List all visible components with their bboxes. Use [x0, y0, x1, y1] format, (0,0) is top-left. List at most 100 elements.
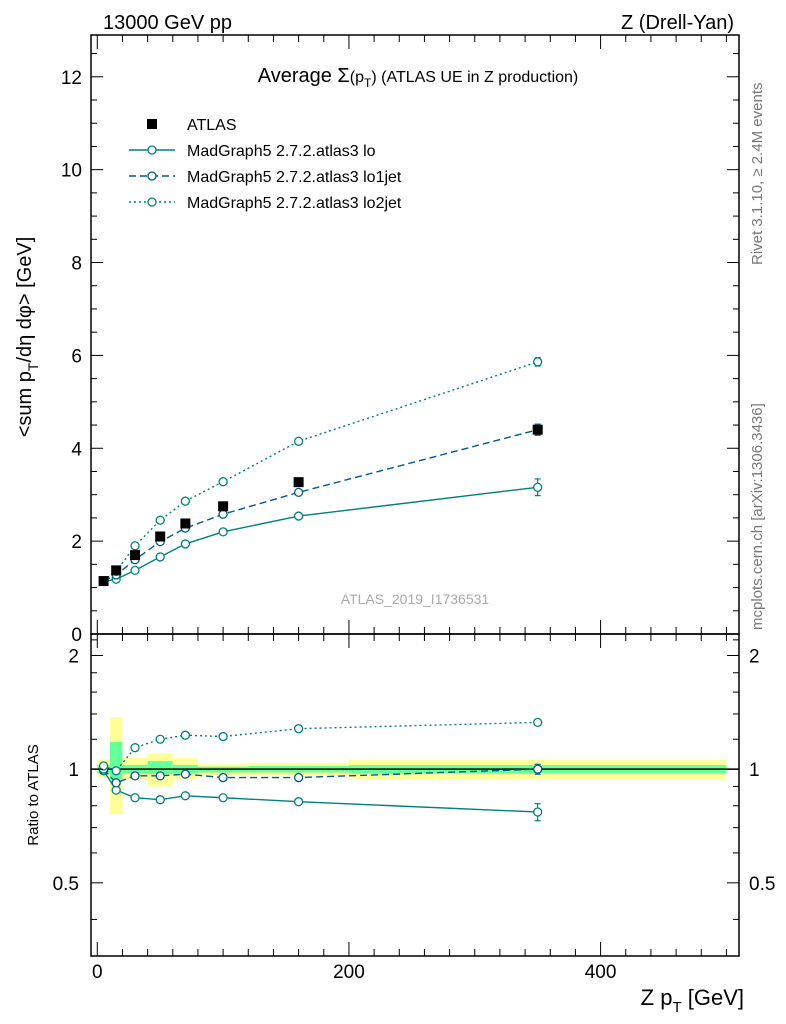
- series-point-0: [155, 552, 165, 562]
- ratio-tick-label-right: 1: [749, 760, 760, 781]
- series-line-1: [103, 429, 538, 582]
- y-tick-label: 8: [71, 254, 82, 275]
- ratio-band-inner: [147, 761, 173, 775]
- ratio-point-2: [155, 734, 165, 744]
- data-point: [130, 550, 141, 561]
- series-point-0: [180, 539, 191, 549]
- legend-label: ATLAS: [187, 117, 237, 134]
- main-panel: 0 2 4 6 8 10 12: [61, 34, 740, 646]
- data-point: [180, 518, 191, 529]
- series-point-2: [155, 515, 165, 525]
- ratio-point-2: [98, 761, 109, 771]
- ratio-tick-label: 0.5: [53, 874, 79, 895]
- main-plot-content: [98, 357, 543, 587]
- xlabel-unit: [GeV]: [682, 985, 744, 1010]
- ratio-frame: [90, 633, 740, 957]
- ratio-point-0: [533, 807, 543, 817]
- series-point-2: [180, 496, 191, 506]
- ratio-point-1: [293, 772, 304, 783]
- ratio-y-axis-label: Ratio to ATLAS: [25, 744, 42, 845]
- ratio-point-1: [218, 772, 228, 783]
- y-tick-label: 6: [71, 346, 82, 367]
- ratio-line-1: [103, 768, 538, 784]
- x-tick-label: 400: [585, 962, 617, 983]
- mcplots-label: mcplots.cern.ch [arXiv:1306.3436]: [749, 403, 766, 630]
- data-point: [218, 501, 229, 512]
- data-point: [98, 576, 109, 587]
- title-sub: T: [364, 76, 372, 90]
- series-point-2: [293, 436, 304, 446]
- ratio-point-2: [111, 766, 121, 776]
- y-axis-label: <sum pT/dη dφ> [GeV]: [14, 237, 41, 438]
- series-point-1: [218, 509, 228, 519]
- ratio-point-0: [293, 797, 304, 807]
- ylabel-sub: T: [25, 362, 41, 371]
- legend-label: MadGraph5 2.7.2.atlas3 lo2jet: [187, 195, 402, 212]
- ratio-point-2: [293, 724, 304, 734]
- main-tick-labels: 0 2 4 6 8 10 12: [61, 68, 83, 646]
- series-point-2: [218, 477, 228, 487]
- y-tick-label: 10: [61, 161, 82, 182]
- main-ticks: [91, 35, 739, 635]
- data-point: [155, 531, 166, 542]
- ratio-point-0: [180, 791, 191, 801]
- x-axis-label: Z pT [GeV]: [641, 985, 744, 1016]
- data-point: [532, 424, 543, 435]
- y-tick-label: 4: [71, 439, 82, 460]
- ratio-tick-label-right: 2: [749, 646, 760, 667]
- x-tick-label: 0: [92, 962, 103, 983]
- legend-marker-1: [147, 171, 157, 181]
- y-tick-label: 0: [71, 625, 82, 646]
- series-line-2: [103, 361, 538, 582]
- watermark: ATLAS_2019_I1736531: [341, 591, 490, 607]
- header-left: 13000 GeV pp: [103, 12, 232, 34]
- ratio-point-0: [155, 795, 165, 805]
- ratio-point-0: [218, 793, 228, 803]
- x-tick-label: 200: [333, 962, 365, 983]
- xlabel-main: Z p: [641, 985, 673, 1010]
- ylabel-lead: <sum p: [14, 371, 36, 437]
- legend-marker-0: [147, 145, 157, 155]
- ratio-panel: 0 200 400 0.5 0.5 1 1 2 2: [53, 633, 776, 983]
- legend-marker-2: [147, 197, 157, 207]
- title-paren-close: ): [371, 69, 376, 86]
- legend: ATLAS MadGraph5 2.7.2.atlas3 lo MadGraph5 …: [129, 117, 402, 212]
- ylabel-rest: /dη dφ> [GeV]: [14, 237, 36, 363]
- ratio-point-1: [533, 764, 543, 774]
- chart-title: Average Σ(pT) (ATLAS UE in Z production): [258, 65, 579, 90]
- legend-marker-data: [147, 119, 157, 129]
- series-point-1: [293, 487, 304, 498]
- legend-label: MadGraph5 2.7.2.atlas3 lo1jet: [187, 169, 402, 186]
- title-lead: Average: [258, 65, 338, 87]
- ratio-tick-labels: 0 200 400 0.5 0.5 1 1 2 2: [53, 646, 776, 983]
- series-line-0: [103, 486, 538, 583]
- ratio-point-1: [130, 771, 140, 781]
- ratio-point-2: [180, 730, 191, 740]
- series-point-0: [293, 511, 304, 521]
- y-tick-label: 2: [71, 532, 82, 553]
- ratio-point-1: [180, 769, 191, 779]
- y-tick-label: 12: [61, 68, 82, 89]
- legend-label: MadGraph5 2.7.2.atlas3 lo: [187, 143, 376, 160]
- ratio-point-1: [155, 771, 165, 781]
- series-point-0: [218, 527, 228, 537]
- ratio-line-2: [103, 721, 538, 772]
- series-point-2: [533, 357, 543, 367]
- header-right: Z (Drell-Yan): [621, 12, 734, 34]
- ratio-ticks: [91, 634, 739, 956]
- ratio-point-1: [111, 778, 121, 788]
- ratio-point-2: [218, 731, 228, 742]
- rivet-label: Rivet 3.1.10, ≥ 2.4M events: [749, 83, 766, 266]
- ratio-point-0: [130, 793, 140, 803]
- xlabel-sub: T: [672, 999, 681, 1016]
- series-point-2: [130, 541, 140, 551]
- ratio-tick-label: 2: [68, 646, 79, 667]
- series-point-0: [533, 482, 543, 492]
- data-point: [293, 477, 304, 488]
- series-point-0: [130, 565, 140, 576]
- ratio-point-2: [130, 743, 140, 753]
- ratio-plot-content: [98, 717, 543, 822]
- data-point: [111, 565, 122, 576]
- ratio-tick-label-right: 0.5: [749, 874, 775, 895]
